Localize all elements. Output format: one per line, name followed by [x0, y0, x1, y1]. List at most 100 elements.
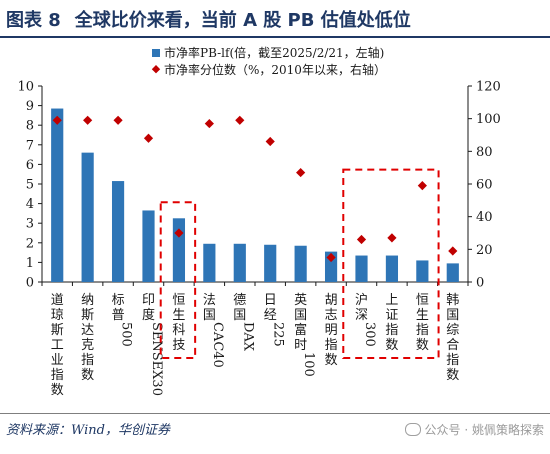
- x-category-label-part: 数: [416, 338, 429, 353]
- x-category-label-part: 普: [112, 308, 125, 323]
- x-category-label-part: 斯: [81, 308, 94, 323]
- x-category-label-part: 数: [385, 338, 398, 353]
- x-category-label-part: 技: [172, 338, 185, 353]
- x-category-label-part: 胡: [325, 293, 338, 308]
- left-tick-label: 6: [26, 158, 34, 173]
- figure-number: 图表 8: [6, 10, 61, 31]
- x-category-label-part: 证: [385, 308, 398, 323]
- x-category-label-part: 生: [172, 308, 185, 323]
- figure-title-text: 全球比价来看，当前 A 股 PB 估值处低位: [74, 10, 411, 31]
- right-tick-label: 60: [476, 178, 493, 193]
- percentile-point: [52, 115, 62, 125]
- percentile-point: [326, 252, 336, 263]
- percentile-point: [387, 233, 397, 243]
- x-category-label-part: 琼: [51, 308, 64, 323]
- x-category-label-part: 225: [271, 322, 286, 347]
- x-category-label-part: 恒: [416, 293, 429, 308]
- bar: [324, 251, 338, 282]
- highlight-box: [342, 168, 440, 359]
- chart: 市净率PB-lf(倍，截至2025/2/21，左轴) 市净率分位数（%，2010年…: [17, 45, 501, 398]
- x-category-label-part: 指: [325, 338, 338, 353]
- x-category-label-part: 克: [81, 338, 94, 353]
- x-category-label-part: 100: [301, 352, 316, 377]
- x-category-label-part: 合: [446, 338, 459, 353]
- right-tick-label: 40: [476, 210, 493, 225]
- right-tick-label: 20: [476, 243, 493, 258]
- percentile-point: [143, 133, 154, 143]
- x-category-label-part: 日: [264, 293, 277, 308]
- legend-dot-swatch: [151, 65, 161, 74]
- x-category-label-part: 指: [51, 368, 64, 383]
- percentile-point: [174, 228, 184, 238]
- x-category-label-part: 英: [294, 293, 307, 308]
- right-tick-label: 80: [476, 145, 493, 160]
- x-category-label-part: 国: [203, 308, 216, 323]
- x-category-label-part: 业: [51, 353, 64, 368]
- wechat-icon: [404, 423, 421, 436]
- x-category-label-part: 标: [112, 293, 125, 308]
- x-category-label-part: 印: [142, 293, 155, 308]
- x-category-label-part: 纳: [81, 293, 94, 308]
- x-category-label-part: 志: [325, 308, 338, 323]
- legend-bar-swatch: [152, 49, 160, 57]
- x-category-label-part: 沪: [355, 292, 368, 308]
- bar: [294, 245, 307, 282]
- footer-rule: [0, 413, 550, 414]
- x-category-label-part: 数: [325, 353, 338, 368]
- x-category-label-part: 指: [416, 323, 429, 338]
- x-category-label-part: 恒: [172, 293, 185, 308]
- legend-dot-label: 市净率分位数（%，2010年以来，右轴）: [164, 62, 386, 77]
- left-tick-label: 5: [26, 178, 34, 193]
- x-category-label-part: 国: [294, 308, 307, 323]
- x-category-label-part: 达: [81, 323, 94, 338]
- bar: [264, 244, 277, 282]
- percentile-point: [83, 115, 93, 125]
- x-category-label-part: 德: [233, 293, 246, 308]
- x-category-label-part: SENSEX30: [149, 322, 164, 396]
- percentile-point: [417, 181, 427, 191]
- x-category-label-part: 数: [51, 383, 64, 398]
- x-category-label-part: 指: [385, 323, 398, 338]
- x-category-label-part: 工: [51, 338, 64, 353]
- bar: [81, 152, 94, 282]
- percentile-point: [113, 115, 123, 125]
- x-category-label-part: 上: [385, 293, 398, 308]
- source-note: 资料来源：Wind，华创证券: [6, 423, 170, 438]
- bar: [142, 210, 155, 282]
- left-tick-label: 1: [26, 256, 34, 271]
- figure-title: 图表 8 全球比价来看，当前 A 股 PB 估值处低位: [6, 6, 411, 32]
- percentile-point: [448, 246, 458, 256]
- x-category-label-part: 时: [294, 338, 307, 353]
- x-category-label-part: 国: [446, 308, 459, 323]
- left-tick-label: 2: [26, 236, 34, 251]
- x-category-label-part: 富: [294, 322, 307, 338]
- left-tick-label: 0: [26, 276, 34, 291]
- x-category-label-part: 科: [172, 323, 185, 338]
- percentile-point: [204, 118, 214, 129]
- x-category-label-part: 指: [446, 353, 459, 368]
- right-tick-label: 120: [476, 80, 501, 95]
- x-category-label-part: 综: [446, 323, 459, 338]
- right-tick-label: 100: [476, 112, 501, 127]
- x-category-label-part: 经: [264, 308, 277, 323]
- bar: [416, 260, 429, 282]
- percentile-point: [296, 167, 306, 178]
- bar: [203, 243, 216, 282]
- x-category-label-part: 明: [325, 323, 338, 338]
- x-category-label-part: DAX: [240, 322, 255, 352]
- left-tick-label: 9: [26, 99, 34, 114]
- bar: [172, 218, 186, 282]
- title-rule: [0, 36, 550, 38]
- x-category-label-part: 数: [81, 368, 94, 383]
- bar: [355, 255, 368, 282]
